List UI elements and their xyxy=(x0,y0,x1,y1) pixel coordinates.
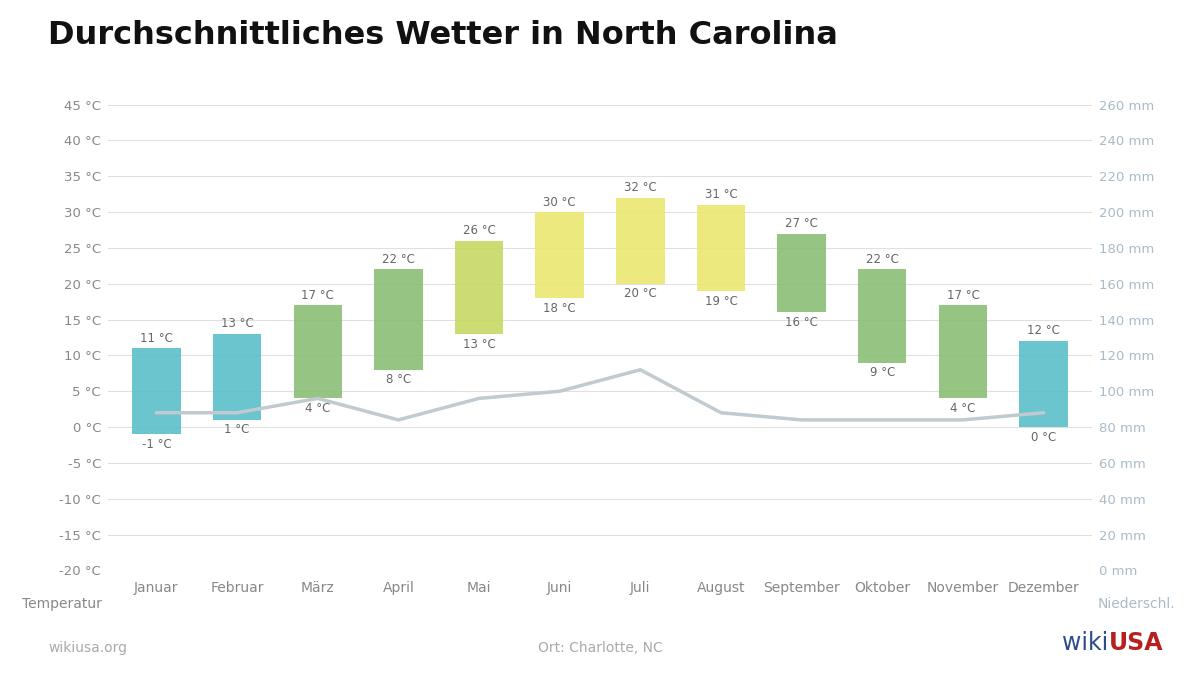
Text: 20 °C: 20 °C xyxy=(624,288,656,300)
Text: 1 °C: 1 °C xyxy=(224,423,250,437)
Text: 22 °C: 22 °C xyxy=(382,253,415,266)
Text: 27 °C: 27 °C xyxy=(785,217,818,230)
Bar xyxy=(616,198,665,284)
Bar xyxy=(132,348,180,434)
Text: 26 °C: 26 °C xyxy=(462,224,496,237)
Bar xyxy=(294,305,342,398)
Text: USA: USA xyxy=(1109,630,1163,655)
Text: Ort: Charlotte, NC: Ort: Charlotte, NC xyxy=(538,641,662,655)
Text: 16 °C: 16 °C xyxy=(785,316,818,329)
Bar xyxy=(455,241,503,334)
Text: Temperatur: Temperatur xyxy=(22,597,102,612)
Text: 4 °C: 4 °C xyxy=(950,402,976,415)
Text: 19 °C: 19 °C xyxy=(704,294,738,308)
Bar xyxy=(697,205,745,291)
Bar xyxy=(212,334,262,420)
Bar xyxy=(374,269,422,370)
Text: -1 °C: -1 °C xyxy=(142,438,172,451)
Text: 9 °C: 9 °C xyxy=(870,366,895,379)
Text: 31 °C: 31 °C xyxy=(704,188,737,201)
Text: 18 °C: 18 °C xyxy=(544,302,576,315)
Text: Niederschl.: Niederschl. xyxy=(1098,597,1176,612)
Text: 13 °C: 13 °C xyxy=(221,317,253,330)
Bar xyxy=(1020,341,1068,427)
Bar xyxy=(535,212,584,298)
Text: 13 °C: 13 °C xyxy=(463,338,496,350)
Bar xyxy=(858,269,906,362)
Text: Durchschnittliches Wetter in North Carolina: Durchschnittliches Wetter in North Carol… xyxy=(48,20,838,51)
Text: 11 °C: 11 °C xyxy=(140,331,173,345)
Text: 17 °C: 17 °C xyxy=(301,289,334,302)
Text: 8 °C: 8 °C xyxy=(385,373,410,386)
Text: 32 °C: 32 °C xyxy=(624,181,656,194)
Text: wikiusa.org: wikiusa.org xyxy=(48,641,127,655)
Text: 17 °C: 17 °C xyxy=(947,289,979,302)
Bar xyxy=(778,234,826,313)
Text: 12 °C: 12 °C xyxy=(1027,325,1060,338)
Text: 22 °C: 22 °C xyxy=(866,253,899,266)
Text: 4 °C: 4 °C xyxy=(305,402,330,415)
Text: 0 °C: 0 °C xyxy=(1031,431,1056,443)
Text: 30 °C: 30 °C xyxy=(544,196,576,209)
Text: wiki: wiki xyxy=(1062,630,1109,655)
Bar xyxy=(938,305,988,398)
